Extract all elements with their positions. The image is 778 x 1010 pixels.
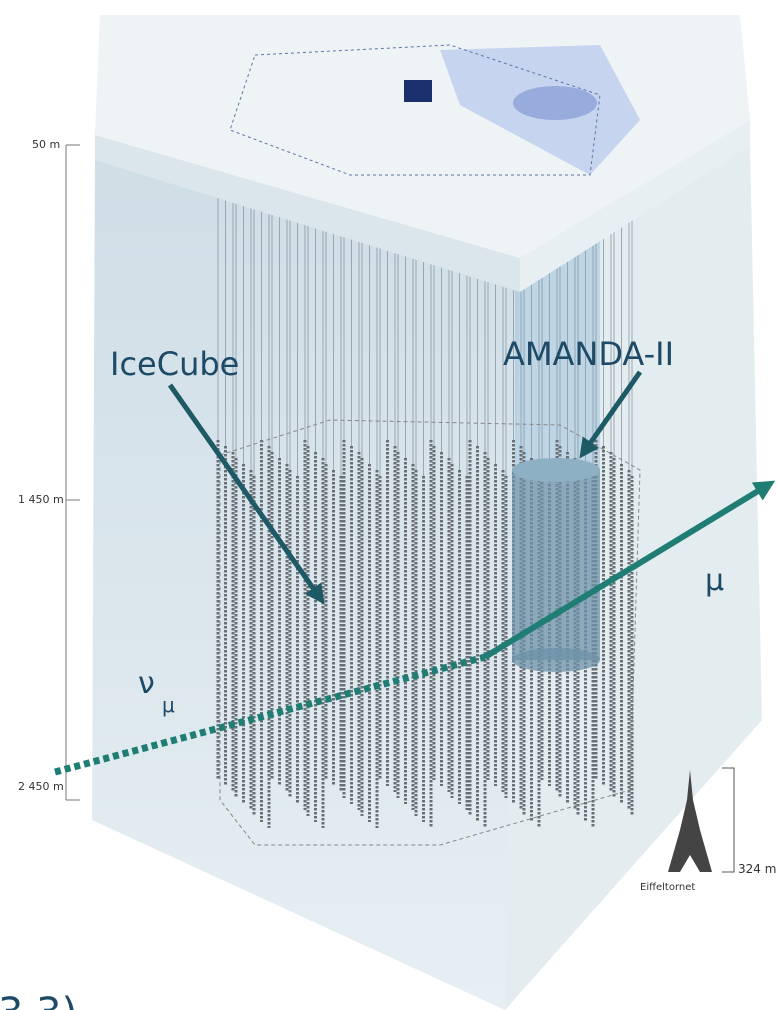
lab-building [404, 80, 432, 102]
neutrino-subscript: μ [162, 693, 175, 717]
amanda-cylinder-top [512, 458, 600, 482]
amanda-cylinder-bottom [512, 648, 600, 672]
depth-label: 2 450 m [18, 780, 64, 793]
icecube-label: IceCube [110, 345, 239, 383]
eiffel-height: 324 m [738, 862, 776, 876]
page: 50 m 1 450 m 2 450 m IceCube AMANDA-II μ… [0, 0, 778, 1010]
eiffel-bracket [722, 768, 734, 872]
eiffel-name: Eiffeltornet [640, 882, 695, 893]
depth-label: 1 450 m [18, 493, 64, 506]
muon-label: μ [705, 563, 724, 598]
caption: 3.3) [0, 990, 77, 1010]
diagram: 50 m 1 450 m 2 450 m IceCube AMANDA-II μ… [0, 0, 778, 1010]
neutrino-label: ν [138, 666, 155, 701]
amanda-label: AMANDA-II [503, 335, 674, 373]
depth-label: 50 m [32, 138, 60, 151]
amanda-surface-ellipse [513, 86, 597, 120]
